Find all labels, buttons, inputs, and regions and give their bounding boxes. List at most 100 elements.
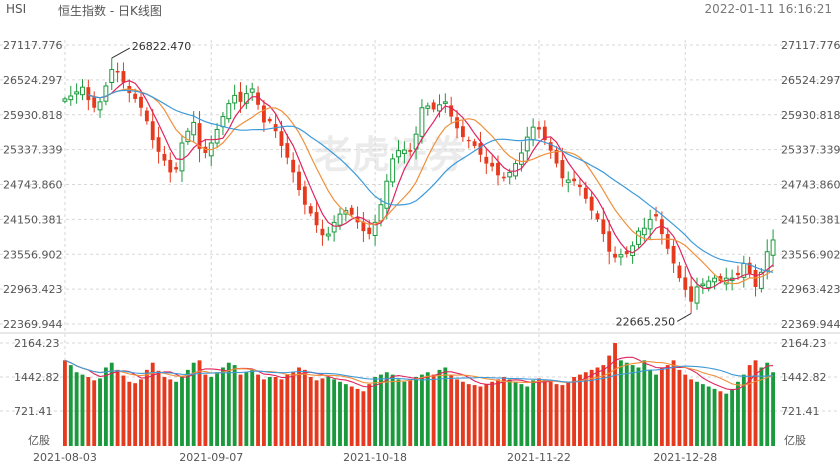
candle-body <box>103 85 109 102</box>
candle-body <box>162 153 167 161</box>
candle-body <box>97 101 103 111</box>
candle-body <box>449 105 454 117</box>
volume-bar <box>338 381 342 446</box>
candle-body <box>455 117 459 129</box>
high-annotation-leader <box>111 47 130 59</box>
volume-tick-label-right: 1442.82 <box>781 371 827 384</box>
candle-body <box>401 149 407 154</box>
volume-bar <box>408 379 413 446</box>
volume-bar <box>238 374 243 446</box>
candle-body <box>174 167 179 170</box>
volume-bar <box>583 372 588 446</box>
volume-bar <box>496 379 500 446</box>
volume-bar <box>472 385 477 446</box>
volume-ma10-line <box>64 359 774 386</box>
volume-bar <box>572 376 577 446</box>
candle-body <box>285 143 290 158</box>
candle-body <box>121 71 126 83</box>
volume-tick-label-left: 2164.23 <box>14 337 60 350</box>
price-tick-label-right: 24150.381 <box>781 213 840 226</box>
candle-body <box>308 206 313 214</box>
volume-bar <box>636 367 641 446</box>
candle-body <box>478 143 483 155</box>
volume-bar <box>747 365 752 446</box>
volume-bar <box>185 369 190 446</box>
volume-bar <box>607 355 612 446</box>
candle-body <box>583 187 588 199</box>
volume-bar <box>414 376 419 446</box>
candle-body <box>249 88 255 93</box>
volume-bar <box>62 360 67 446</box>
volume-bar <box>367 384 372 446</box>
volume-bar <box>537 378 541 446</box>
volume-bar <box>724 393 729 446</box>
candle-body <box>460 126 465 138</box>
volume-bar <box>671 360 676 446</box>
candle-body <box>133 93 138 99</box>
volume-bar <box>197 360 202 446</box>
candle-body <box>578 184 582 188</box>
volume-bar <box>531 380 536 446</box>
candle-body <box>496 162 500 176</box>
volume-bar <box>291 372 296 446</box>
candle-body <box>384 180 390 209</box>
ma20-line <box>88 89 774 273</box>
candle-body <box>68 95 74 101</box>
volume-bar <box>273 376 278 446</box>
volume-bar <box>431 374 436 446</box>
candle-body <box>747 262 752 274</box>
volume-bar <box>256 374 260 446</box>
candle-body <box>712 277 717 283</box>
volume-bar <box>221 367 225 446</box>
volume-bar <box>455 379 459 446</box>
candle-body <box>86 87 91 101</box>
candle-body <box>109 69 115 83</box>
candle-body <box>226 103 232 120</box>
candle-body <box>197 123 202 149</box>
price-tick-label-right: 26524.297 <box>781 74 840 87</box>
candle-body <box>437 104 442 112</box>
candle-body <box>396 150 401 158</box>
volume-bar <box>665 365 670 446</box>
volume-bar <box>379 374 383 446</box>
volume-bar <box>156 370 161 446</box>
candle-body <box>659 219 664 235</box>
volume-bar <box>232 365 237 446</box>
candle-body <box>665 234 670 249</box>
volume-unit-label-left: 亿股 <box>28 434 50 447</box>
volume-bar <box>443 367 448 446</box>
volume-tick-label-right: 2164.23 <box>781 337 827 350</box>
volume-bar <box>279 379 284 446</box>
candle-body <box>589 196 594 211</box>
chart-title: 恒生指数 - 日K线图 <box>58 4 162 18</box>
candle-body <box>431 102 436 110</box>
volume-bar <box>642 360 647 446</box>
volume-bar <box>425 372 430 446</box>
volume-bar <box>712 388 717 446</box>
volume-bars <box>62 343 776 446</box>
candle-body <box>238 91 243 102</box>
volume-bar <box>144 369 149 446</box>
volume-bar <box>133 383 138 446</box>
price-tick-label-left: 26524.297 <box>3 74 63 87</box>
candle-body <box>337 213 343 226</box>
price-tick-label-left: 24743.860 <box>3 179 63 192</box>
volume-bar <box>613 343 617 446</box>
candle-body <box>150 121 155 141</box>
volume-bar <box>314 380 319 446</box>
candle-body <box>390 158 396 183</box>
volume-ma20-line <box>64 359 774 383</box>
volume-bar <box>753 360 758 446</box>
candle-body <box>220 116 226 128</box>
volume-bar <box>320 378 325 446</box>
volume-bar <box>654 374 658 446</box>
low-annotation-label: 22665.250 <box>616 315 676 328</box>
candle-body <box>507 171 513 178</box>
axis-labels: 27117.776 27117.776 26524.297 26524.297 2593… <box>3 39 840 464</box>
volume-bar <box>601 365 606 446</box>
candle-body <box>302 186 307 205</box>
candle-body <box>758 271 764 289</box>
candle-body <box>630 245 636 256</box>
candle-body <box>736 272 740 276</box>
